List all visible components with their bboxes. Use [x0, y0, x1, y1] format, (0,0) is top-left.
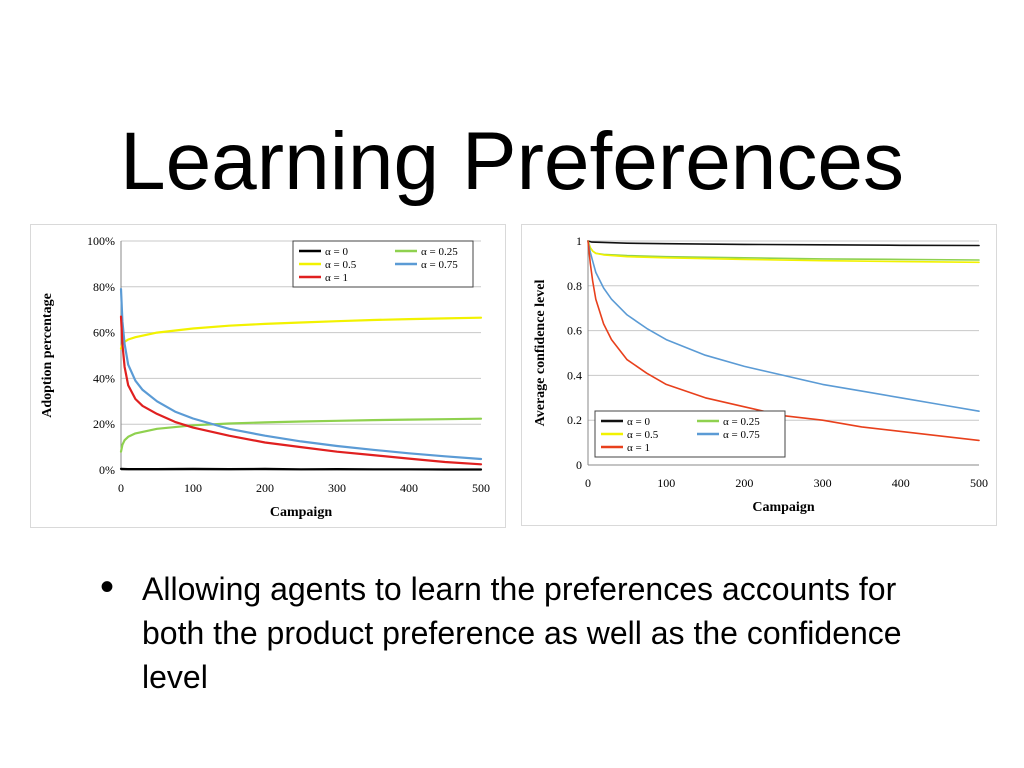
y-tick-label-3: 0.6	[567, 324, 582, 338]
confidence-chart-svg: 0 0.2 0.4 0.6 0.8 1 0 100 200 300 400 500 Campaign Av…	[533, 234, 988, 515]
x-tick-label-3: 300	[328, 481, 346, 495]
x-axis-title: Campaign	[270, 505, 332, 520]
y-axis-title: Average confidence level	[533, 280, 548, 427]
series-line-3	[587, 240, 980, 412]
series-line-0	[587, 240, 980, 247]
adoption-chart: 0% 20% 40% 60% 80% 100% 0 100 200 300 400 500 Campai…	[30, 224, 506, 528]
y-tick-label-0: 0%	[99, 463, 115, 477]
series-line-2	[119, 316, 483, 350]
y-tick-label-5: 100%	[87, 234, 115, 248]
y-tick-label-4: 80%	[93, 280, 115, 294]
y-axis-title: Adoption percentage	[40, 293, 55, 418]
y-tick-label-3: 60%	[93, 326, 115, 340]
y-tick-label-5: 1	[576, 234, 582, 248]
legend-box	[292, 240, 474, 288]
legend-label-0: α = 0	[627, 416, 650, 428]
series-line-0	[119, 467, 483, 471]
y-tick-label-4: 0.8	[567, 279, 582, 293]
legend-box	[594, 410, 786, 458]
y-tick-label-2: 0.4	[567, 368, 582, 382]
legend-label-1: α = 0.25	[723, 416, 760, 428]
y-tick-label-1: 20%	[93, 417, 115, 431]
x-axis-title: Campaign	[752, 500, 814, 515]
legend-label-2: α = 0.5	[325, 259, 357, 271]
x-tick-label-1: 100	[184, 481, 202, 495]
x-tick-label-3: 300	[814, 476, 832, 490]
series-line-4	[587, 240, 980, 442]
series-line-4	[119, 315, 483, 466]
bullet-dot-icon: •	[100, 565, 115, 609]
y-tick-label-1: 0.2	[567, 413, 582, 427]
legend-label-4: α = 1	[325, 272, 348, 284]
legend-label-3: α = 0.75	[723, 429, 760, 441]
x-tick-label-2: 200	[256, 481, 274, 495]
confidence-chart: 0 0.2 0.4 0.6 0.8 1 0 100 200 300 400 500 Campaign Av…	[521, 224, 997, 526]
adoption-chart-svg: 0% 20% 40% 60% 80% 100% 0 100 200 300 400 500 Campai…	[40, 234, 490, 520]
legend-label-3: α = 0.75	[421, 259, 458, 271]
legend-label-1: α = 0.25	[421, 246, 458, 258]
legend-label-0: α = 0	[325, 246, 348, 258]
series-line-3	[119, 287, 483, 461]
x-tick-label-2: 200	[735, 476, 753, 490]
y-tick-label-2: 40%	[93, 371, 115, 385]
series-line-2	[587, 240, 980, 264]
x-tick-label-5: 500	[970, 476, 988, 490]
x-tick-label-4: 400	[892, 476, 910, 490]
bullet-text: Allowing agents to learn the preferences…	[142, 571, 902, 695]
legend-label-4: α = 1	[627, 442, 650, 454]
x-tick-label-4: 400	[400, 481, 418, 495]
x-tick-label-1: 100	[657, 476, 675, 490]
y-tick-label-0: 0	[576, 458, 582, 472]
series-line-1	[119, 417, 483, 453]
x-tick-label-5: 500	[472, 481, 490, 495]
slide-title: Learning Preferences	[119, 116, 905, 207]
legend-label-2: α = 0.5	[627, 429, 659, 441]
x-tick-label-0: 0	[118, 481, 124, 495]
x-tick-label-0: 0	[585, 476, 591, 490]
